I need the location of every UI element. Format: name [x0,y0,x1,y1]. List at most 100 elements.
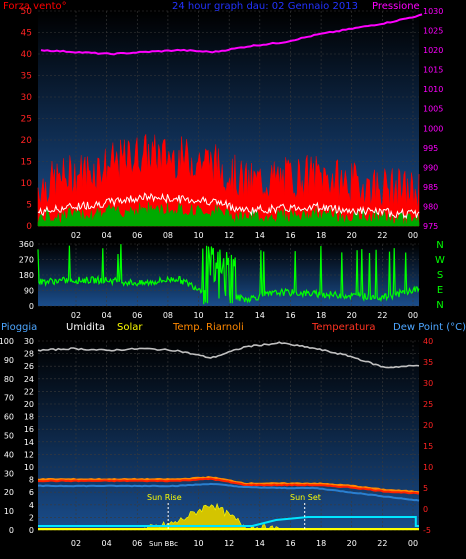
legend-umidita: Umidita [66,322,105,333]
bottom-right-tick-label: 40 [423,337,433,346]
bottom-left-tick-label: 90 [4,356,14,365]
compass-label: S [437,270,443,281]
mid-left-tick-label: 360 [19,240,34,249]
top-right-tick-label: 1000 [423,124,443,133]
bottom-inner-tick-label: 8 [29,476,34,485]
bottom-x-tick-label: 20 [347,539,357,548]
top-left-tick-label: 50 [21,7,33,17]
bottom-x-tick-label: 18 [316,539,326,548]
bottom-inner-tick-label: 22 [24,387,34,396]
bottom-x-tick-label: 10 [193,539,203,548]
mid-x-tick-label: 14 [255,311,265,320]
bottom-x-tick-label: 16 [285,539,295,548]
bottom-x-tick-label: 04 [102,539,112,548]
top-panel-right-label: Pressione [372,1,420,12]
mid-panel-grid [38,243,419,307]
legend-dew-point: Dew Point (°C) [393,322,466,333]
bottom-left-tick-label: 100 [0,337,14,346]
bottom-right-tick-label: -5 [423,526,431,535]
top-right-tick-label: 1020 [423,46,443,55]
bottom-left-tick-label: 10 [4,507,14,516]
bottom-right-tick-label: 0 [423,505,428,514]
mid-x-tick-label: 04 [102,311,112,320]
bottom-inner-tick-label: 20 [24,400,34,409]
wind-average-series [37,192,420,220]
bottom-left-tick-label: 80 [4,375,14,384]
top-left-tick-label: 40 [21,50,33,60]
top-left-tick-label: 15 [21,158,32,168]
top-right-tick-label: 990 [423,163,438,172]
top-right-axis: 975 980 985 990 995 1000 1005 1010 1015 1020 1025 1… [423,7,443,231]
bottom-right-axis: -5 0 5 10 15 20 25 30 35 40 [423,337,433,535]
mid-x-tick-label: 22 [377,311,387,320]
sun-bbc-label: Sun BBc [149,540,178,548]
top-left-tick-label: 10 [21,179,33,189]
top-left-tick-label: 0 [26,222,32,232]
mid-x-tick-label: 12 [224,311,234,320]
mid-x-axis: 02 04 06 08 10 12 14 16 18 20 22 00 [71,311,418,320]
legend-pioggia: Pioggia [1,322,37,333]
top-left-tick-label: 35 [21,72,32,82]
top-x-tick-label: 02 [71,231,81,240]
bottom-right-tick-label: 5 [423,484,428,493]
humidity-series [37,341,420,369]
top-left-tick-label: 20 [21,136,33,146]
bottom-right-tick-label: 20 [423,421,433,430]
temperature-series [38,477,420,495]
top-x-tick-label: 08 [163,231,173,240]
top-x-tick-label: 00 [408,231,418,240]
top-left-tick-label: 5 [26,201,32,211]
bottom-left-tick-label: 50 [4,432,14,441]
top-x-tick-label: 14 [255,231,265,240]
bottom-x-tick-label: 22 [377,539,387,548]
bottom-left-tick-label: 20 [4,488,14,497]
bottom-x-tick-label: 12 [224,539,234,548]
top-panel-left-label: Forza vento° [3,1,67,12]
bottom-inner-tick-label: 6 [29,488,34,497]
wind-gust-series [37,134,420,227]
bottom-panel-plot [38,341,419,530]
mid-left-axis: 0 90 180 270 360 [19,240,34,311]
bottom-right-tick-label: 35 [423,358,433,367]
mid-x-tick-label: 18 [316,311,326,320]
top-right-tick-label: 975 [423,222,438,231]
top-right-tick-label: 1030 [423,7,443,16]
bottom-inner-tick-label: 30 [24,337,34,346]
top-right-tick-label: 980 [423,202,438,211]
bottom-left-tick-label: 40 [4,450,14,459]
top-x-tick-label: 20 [347,231,357,240]
top-right-tick-label: 1015 [423,66,443,75]
bottom-right-tick-label: 25 [423,400,433,409]
compass-label: E [437,285,443,296]
compass-label: N [436,240,443,251]
rain-series [38,516,419,527]
top-right-tick-label: 1005 [423,105,443,114]
top-x-tick-label: 22 [377,231,387,240]
top-x-tick-label: 16 [285,231,295,240]
wind-direction-series [37,244,420,305]
top-right-tick-label: 995 [423,144,438,153]
top-right-tick-label: 1025 [423,27,443,36]
top-x-tick-label: 18 [316,231,326,240]
top-left-tick-label: 25 [21,115,32,125]
mid-x-tick-label: 06 [132,311,142,320]
top-x-tick-label: 04 [102,231,112,240]
top-left-axis: 0 5 10 15 20 25 30 35 40 45 50 [21,7,33,232]
top-left-tick-label: 45 [21,29,32,39]
bottom-inner-tick-label: 18 [24,413,34,422]
bottom-left-tick-label: 30 [4,469,14,478]
bottom-right-tick-label: 10 [423,463,433,472]
bottom-x-tick-label: 06 [132,539,142,548]
legend-temp-riarnoli: Temp. Riarnoli [172,322,244,333]
bottom-left-tick-label: 0 [9,526,14,535]
bottom-inner-tick-label: 24 [24,375,34,384]
mid-x-tick-label: 02 [71,311,81,320]
bottom-left-axis: 0 10 20 30 40 50 60 70 80 90 100 [0,337,14,535]
legend-solar: Solar [117,322,143,333]
top-x-tick-label: 12 [224,231,234,240]
top-x-tick-label: 06 [132,231,142,240]
mid-x-tick-label: 20 [347,311,357,320]
